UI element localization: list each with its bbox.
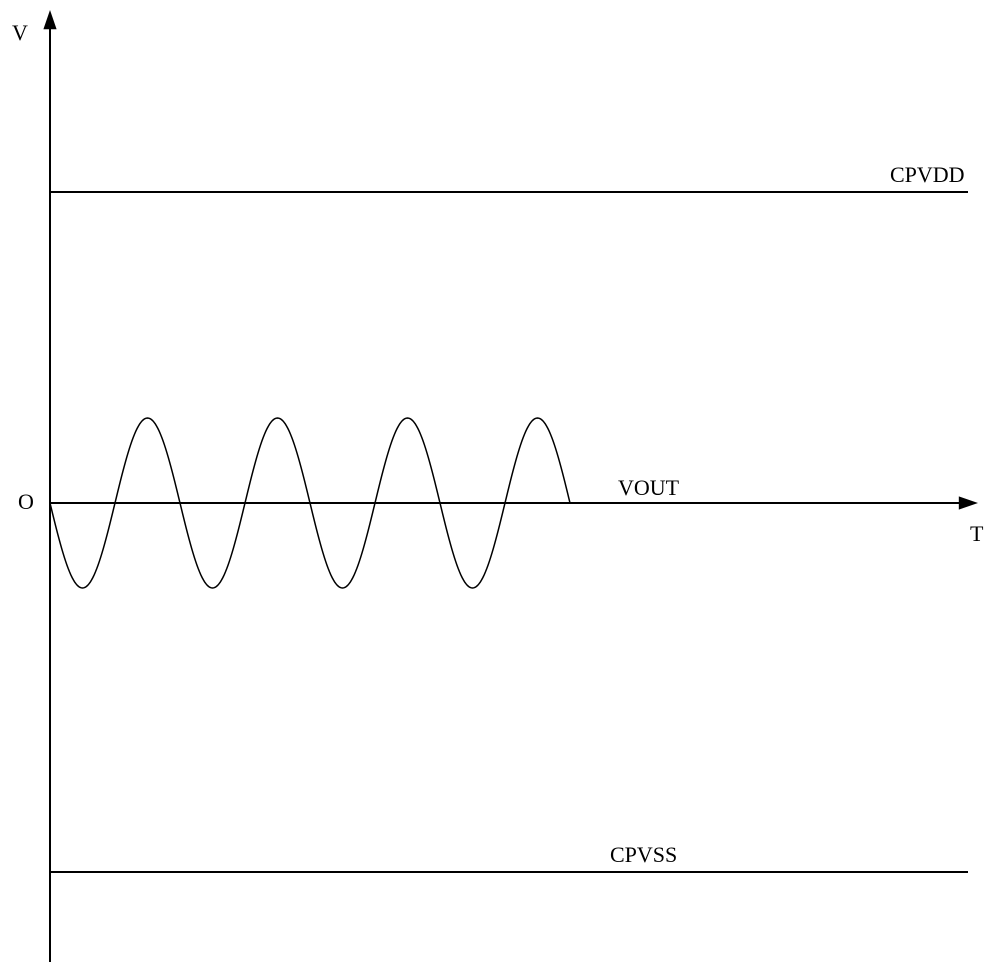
vout-label: VOUT	[618, 475, 680, 500]
cpvss-label: CPVSS	[610, 842, 677, 867]
voltage-time-diagram: V T O CPVDD CPVSS VOUT	[0, 0, 1000, 972]
y-axis-label: V	[12, 20, 28, 45]
cpvdd-label: CPVDD	[890, 162, 965, 187]
y-axis-arrowhead	[43, 10, 56, 29]
origin-label: O	[18, 489, 34, 514]
x-axis-arrowhead	[959, 496, 978, 509]
x-axis-label: T	[970, 521, 984, 546]
